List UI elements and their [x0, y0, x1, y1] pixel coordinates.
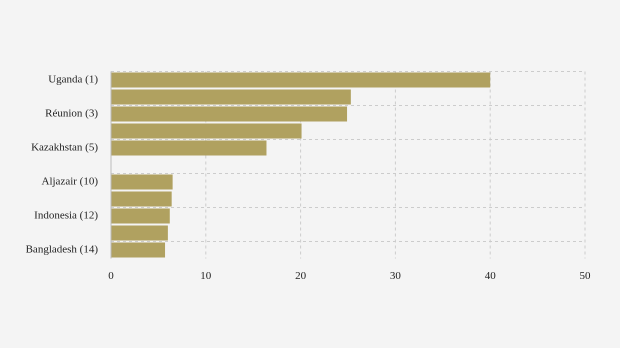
bar: [111, 140, 267, 156]
x-tick-label: 10: [200, 270, 212, 282]
x-tick-label: 0: [108, 270, 114, 282]
y-tick-label: Bangladesh (14): [26, 244, 99, 256]
y-tick-label: Aljazair (10): [42, 176, 99, 188]
y-tick-label: Réunion (3): [45, 108, 98, 120]
y-tick-label: Uganda (1): [48, 74, 98, 86]
x-tick-label: 30: [390, 270, 402, 282]
bar: [111, 89, 351, 105]
x-tick-label: 50: [580, 270, 592, 282]
bar: [111, 106, 348, 122]
bar: [111, 123, 302, 139]
bar: [111, 174, 173, 190]
bar: [111, 72, 491, 88]
y-tick-label: Kazakhstan (5): [31, 142, 98, 154]
bar: [111, 208, 170, 224]
x-tick-label: 40: [485, 270, 497, 282]
x-tick-label: 20: [295, 270, 307, 282]
bar: [111, 242, 166, 258]
y-tick-label: Indonesia (12): [34, 210, 98, 222]
bar: [111, 225, 168, 241]
bar: [111, 191, 172, 207]
